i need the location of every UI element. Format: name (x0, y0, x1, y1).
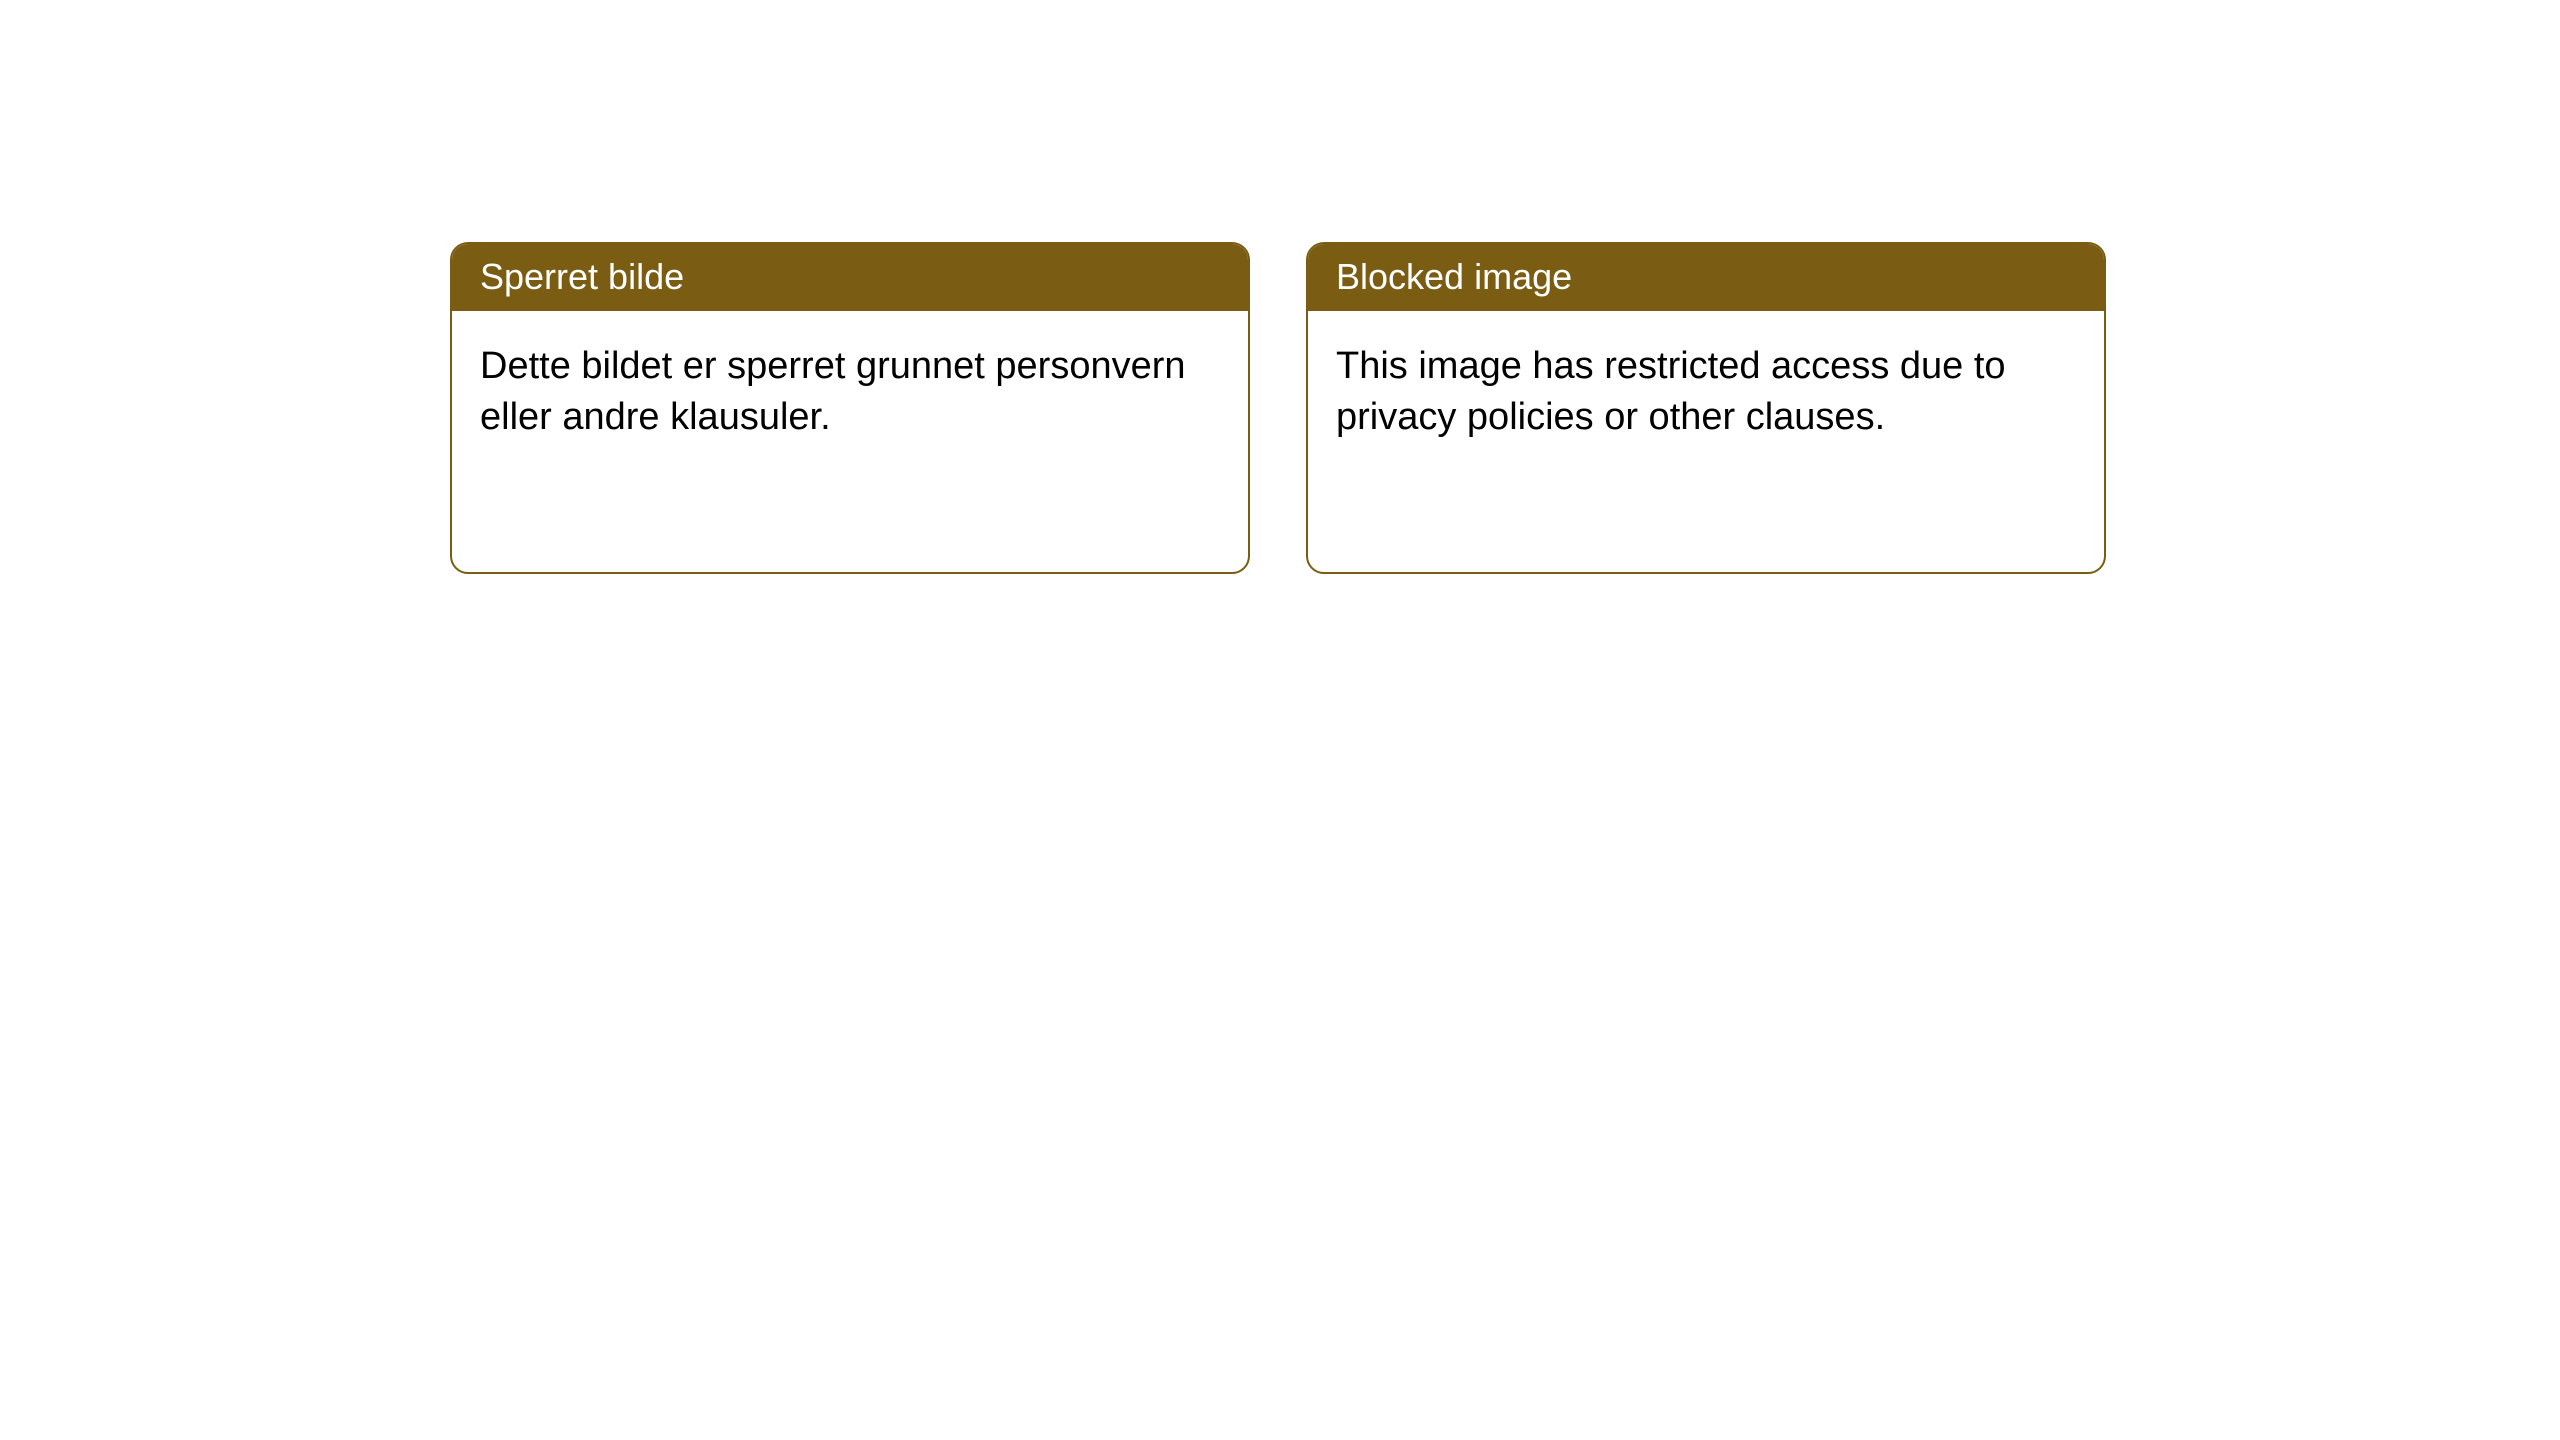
card-title: Blocked image (1336, 256, 1572, 297)
card-title: Sperret bilde (480, 256, 684, 297)
card-body-text: This image has restricted access due to … (1336, 345, 2006, 438)
card-header: Sperret bilde (452, 244, 1248, 311)
notice-card-english: Blocked image This image has restricted … (1306, 242, 2106, 574)
notice-container: Sperret bilde Dette bildet er sperret gr… (450, 242, 2106, 574)
card-header: Blocked image (1308, 244, 2104, 311)
card-body: This image has restricted access due to … (1308, 311, 2104, 474)
card-body: Dette bildet er sperret grunnet personve… (452, 311, 1248, 474)
card-body-text: Dette bildet er sperret grunnet personve… (480, 345, 1186, 438)
notice-card-norwegian: Sperret bilde Dette bildet er sperret gr… (450, 242, 1250, 574)
